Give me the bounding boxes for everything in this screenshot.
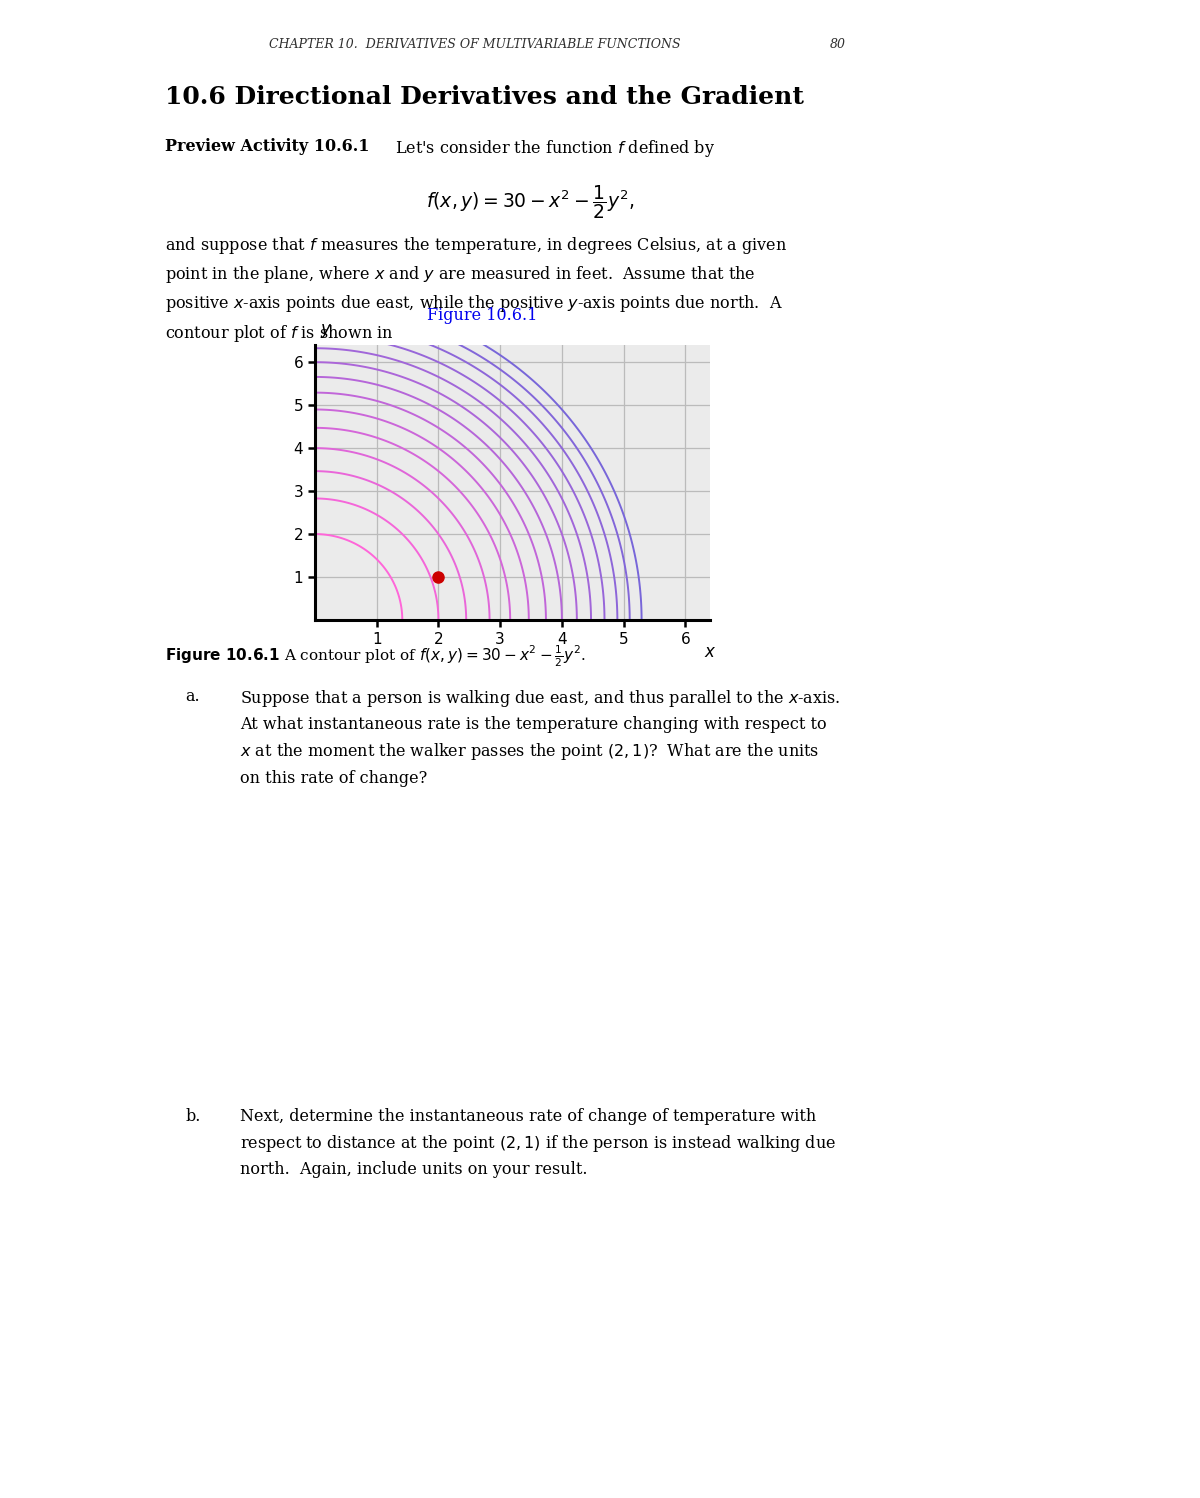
- Text: Let's consider the function $f$ defined by: Let's consider the function $f$ defined …: [395, 138, 715, 159]
- Text: and suppose that $f$ measures the temperature, in degrees Celsius, at a given
po: and suppose that $f$ measures the temper…: [166, 235, 787, 343]
- Text: $y$: $y$: [320, 322, 332, 340]
- Text: Suppose that a person is walking due east, and thus parallel to the $x$-axis.
At: Suppose that a person is walking due eas…: [240, 688, 840, 786]
- Text: 80: 80: [830, 37, 846, 51]
- Text: 10.6 Directional Derivatives and the Gradient: 10.6 Directional Derivatives and the Gra…: [166, 85, 804, 109]
- Text: CHAPTER 10.  DERIVATIVES OF MULTIVARIABLE FUNCTIONS: CHAPTER 10. DERIVATIVES OF MULTIVARIABLE…: [269, 37, 680, 51]
- Text: Figure 10.6.1: Figure 10.6.1: [427, 307, 538, 324]
- Text: b.: b.: [185, 1109, 200, 1125]
- Text: Next, determine the instantaneous rate of change of temperature with
respect to : Next, determine the instantaneous rate o…: [240, 1109, 836, 1179]
- Text: a.: a.: [185, 688, 199, 706]
- Text: $\mathbf{Figure\ 10.6.1}$ A contour plot of $f(x, y) = 30 - x^2 - \frac{1}{2}y^2: $\mathbf{Figure\ 10.6.1}$ A contour plot…: [166, 643, 586, 668]
- Text: Preview Activity 10.6.1: Preview Activity 10.6.1: [166, 138, 370, 154]
- Text: $f(x, y) = 30 - x^2 - \dfrac{1}{2}y^2,$: $f(x, y) = 30 - x^2 - \dfrac{1}{2}y^2,$: [426, 183, 634, 220]
- Text: $x$: $x$: [703, 644, 716, 661]
